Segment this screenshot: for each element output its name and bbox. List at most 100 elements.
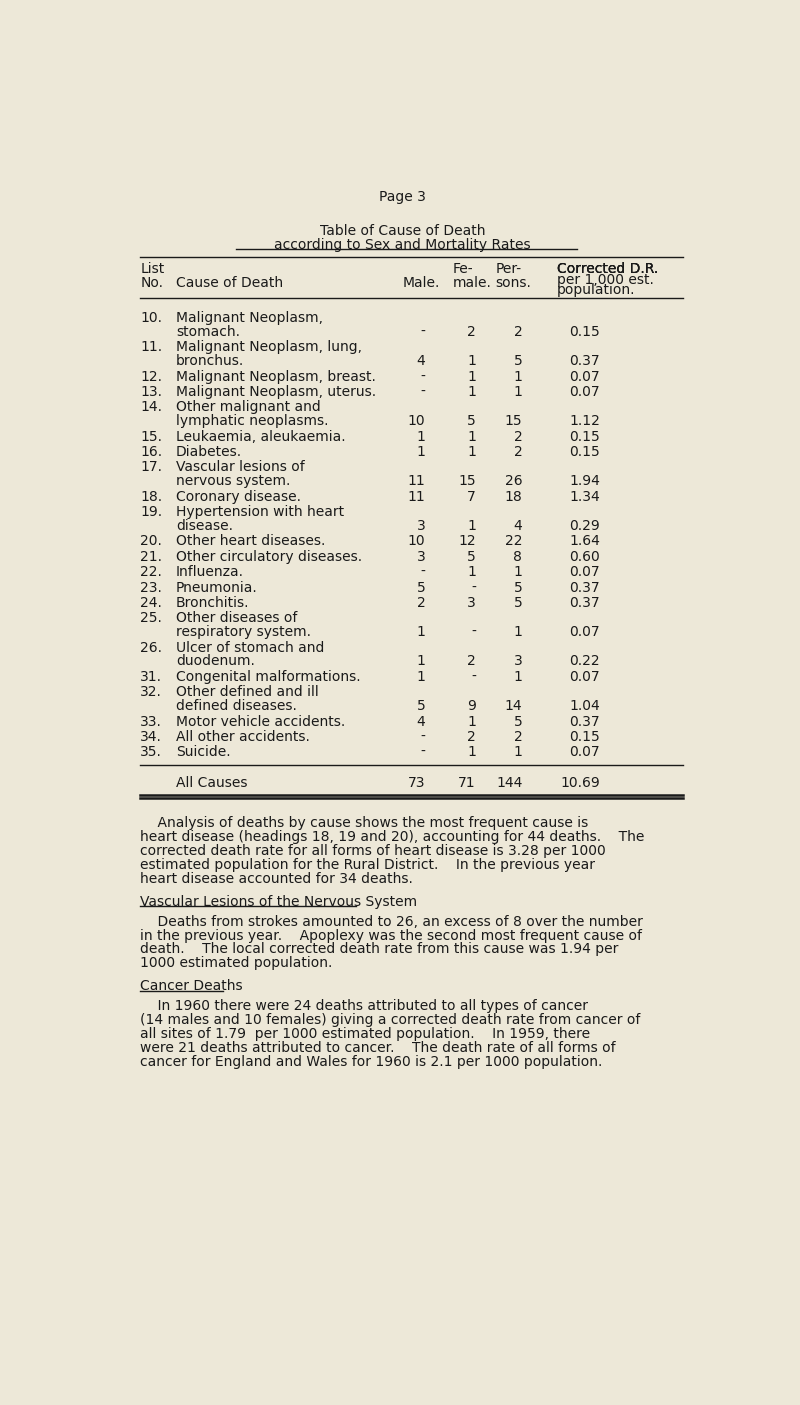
Text: 10.: 10. <box>140 311 162 325</box>
Text: 0.15: 0.15 <box>569 731 600 743</box>
Text: 5: 5 <box>417 580 426 594</box>
Text: Coronary disease.: Coronary disease. <box>176 490 301 503</box>
Text: Suicide.: Suicide. <box>176 745 230 759</box>
Text: 5: 5 <box>514 715 522 729</box>
Text: 18: 18 <box>505 490 522 503</box>
Text: 2: 2 <box>467 655 476 669</box>
Text: 19.: 19. <box>140 504 162 518</box>
Text: 5: 5 <box>417 700 426 714</box>
Text: 2: 2 <box>467 325 476 339</box>
Text: 11: 11 <box>408 475 426 489</box>
Text: according to Sex and Mortality Rates: according to Sex and Mortality Rates <box>274 237 530 251</box>
Text: 0.07: 0.07 <box>570 745 600 759</box>
Text: male.: male. <box>453 275 491 289</box>
Text: per 1,000 est.: per 1,000 est. <box>558 273 654 287</box>
Text: 31.: 31. <box>140 670 162 684</box>
Text: 1: 1 <box>514 670 522 684</box>
Text: all sites of 1.79  per 1000 estimated population.    In 1959, there: all sites of 1.79 per 1000 estimated pop… <box>140 1027 590 1041</box>
Text: 24.: 24. <box>140 596 162 610</box>
Text: 14: 14 <box>505 700 522 714</box>
Text: 0.15: 0.15 <box>569 430 600 444</box>
Text: 5: 5 <box>514 580 522 594</box>
Text: 3: 3 <box>514 655 522 669</box>
Text: Vascular Lesions of the Nervous System: Vascular Lesions of the Nervous System <box>140 895 418 909</box>
Text: Cancer Deaths: Cancer Deaths <box>140 979 243 993</box>
Text: 1.94: 1.94 <box>569 475 600 489</box>
Text: Table of Cause of Death: Table of Cause of Death <box>319 223 485 237</box>
Text: Malignant Neoplasm, breast.: Malignant Neoplasm, breast. <box>176 370 376 384</box>
Text: 20.: 20. <box>140 534 162 548</box>
Text: In 1960 there were 24 deaths attributed to all types of cancer: In 1960 there were 24 deaths attributed … <box>140 999 588 1013</box>
Text: Other heart diseases.: Other heart diseases. <box>176 534 326 548</box>
Text: 5: 5 <box>514 354 522 368</box>
Text: Hypertension with heart: Hypertension with heart <box>176 504 344 518</box>
Text: 0.07: 0.07 <box>570 625 600 639</box>
Text: 15: 15 <box>505 414 522 429</box>
Text: 9: 9 <box>467 700 476 714</box>
Text: 0.15: 0.15 <box>569 325 600 339</box>
Text: bronchus.: bronchus. <box>176 354 244 368</box>
Text: Fe-: Fe- <box>453 261 474 275</box>
Text: cancer for England and Wales for 1960 is 2.1 per 1000 population.: cancer for England and Wales for 1960 is… <box>140 1055 602 1069</box>
Text: 1: 1 <box>417 670 426 684</box>
Text: 26.: 26. <box>140 641 162 655</box>
Text: 1: 1 <box>514 370 522 384</box>
Text: 1: 1 <box>467 518 476 532</box>
Text: 0.15: 0.15 <box>569 445 600 459</box>
Text: 23.: 23. <box>140 580 162 594</box>
Text: 5: 5 <box>467 549 476 563</box>
Text: 3: 3 <box>417 549 426 563</box>
Text: Corrected D.R.: Corrected D.R. <box>558 261 658 275</box>
Text: Pneumonia.: Pneumonia. <box>176 580 258 594</box>
Text: 1.12: 1.12 <box>569 414 600 429</box>
Text: 0.07: 0.07 <box>570 385 600 399</box>
Text: 0.37: 0.37 <box>570 580 600 594</box>
Text: Cause of Death: Cause of Death <box>176 275 283 289</box>
Text: population.: population. <box>558 284 636 298</box>
Text: lymphatic neoplasms.: lymphatic neoplasms. <box>176 414 329 429</box>
Text: 32.: 32. <box>140 686 162 700</box>
Text: 22: 22 <box>505 534 522 548</box>
Text: Page 3: Page 3 <box>379 190 426 204</box>
Text: 0.07: 0.07 <box>570 565 600 579</box>
Text: 4: 4 <box>417 354 426 368</box>
Text: 1: 1 <box>514 745 522 759</box>
Text: estimated population for the Rural District.    In the previous year: estimated population for the Rural Distr… <box>140 857 595 871</box>
Text: 1: 1 <box>467 385 476 399</box>
Text: 35.: 35. <box>140 745 162 759</box>
Text: 11.: 11. <box>140 340 162 354</box>
Text: were 21 deaths attributed to cancer.    The death rate of all forms of: were 21 deaths attributed to cancer. The… <box>140 1041 616 1055</box>
Text: -: - <box>421 731 426 743</box>
Text: 0.37: 0.37 <box>570 354 600 368</box>
Text: 26: 26 <box>505 475 522 489</box>
Text: 0.37: 0.37 <box>570 715 600 729</box>
Text: 4: 4 <box>514 518 522 532</box>
Text: Other circulatory diseases.: Other circulatory diseases. <box>176 549 362 563</box>
Text: 17.: 17. <box>140 461 162 475</box>
Text: 12: 12 <box>458 534 476 548</box>
Text: 10: 10 <box>408 534 426 548</box>
Text: respiratory system.: respiratory system. <box>176 625 311 639</box>
Text: 3: 3 <box>417 518 426 532</box>
Text: 2: 2 <box>514 430 522 444</box>
Text: 1.04: 1.04 <box>569 700 600 714</box>
Text: -: - <box>471 625 476 639</box>
Text: Leukaemia, aleukaemia.: Leukaemia, aleukaemia. <box>176 430 346 444</box>
Text: 1: 1 <box>514 625 522 639</box>
Text: 1: 1 <box>417 430 426 444</box>
Text: All Causes: All Causes <box>176 776 247 790</box>
Text: Other malignant and: Other malignant and <box>176 400 321 414</box>
Text: 18.: 18. <box>140 490 162 503</box>
Text: 71: 71 <box>458 776 476 790</box>
Text: disease.: disease. <box>176 518 233 532</box>
Text: in the previous year.    Apoplexy was the second most frequent cause of: in the previous year. Apoplexy was the s… <box>140 929 642 943</box>
Text: corrected death rate for all forms of heart disease is 3.28 per 1000: corrected death rate for all forms of he… <box>140 844 606 858</box>
Text: 1: 1 <box>417 625 426 639</box>
Text: 1.34: 1.34 <box>569 490 600 503</box>
Text: 1: 1 <box>467 354 476 368</box>
Text: 13.: 13. <box>140 385 162 399</box>
Text: Male.: Male. <box>402 275 440 289</box>
Text: No.: No. <box>140 275 163 289</box>
Text: death.    The local corrected death rate from this cause was 1.94 per: death. The local corrected death rate fr… <box>140 943 618 957</box>
Text: 0.37: 0.37 <box>570 596 600 610</box>
